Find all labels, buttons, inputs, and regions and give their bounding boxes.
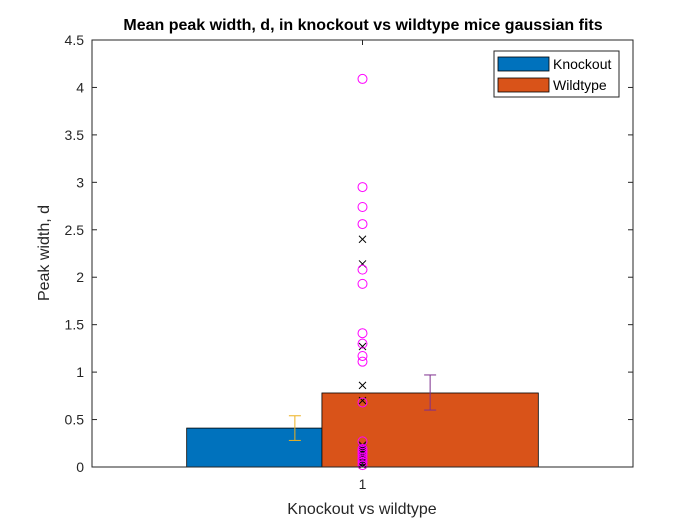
data-point-wildtype bbox=[357, 264, 368, 275]
y-tick-label: 3.5 bbox=[65, 127, 85, 143]
data-point-knockout bbox=[358, 260, 367, 268]
y-tick-label: 4.5 bbox=[65, 32, 85, 48]
legend-swatch-knockout bbox=[497, 56, 550, 72]
data-point-wildtype bbox=[357, 460, 368, 471]
data-point-knockout bbox=[358, 342, 367, 351]
data-point-wildtype bbox=[357, 219, 368, 230]
data-point-wildtype bbox=[357, 328, 368, 339]
data-point-wildtype bbox=[357, 338, 368, 349]
x-axis-label: Knockout vs wildtype bbox=[287, 501, 437, 518]
chart-title: Mean peak width, d, in knockout vs wildt… bbox=[123, 17, 602, 34]
data-point-knockout bbox=[358, 235, 367, 244]
y-tick-label: 2.5 bbox=[65, 222, 85, 238]
plot-area: 0 0.5 1 1.5 2 2.5 3 3.5 4 4.5 1 bbox=[65, 32, 634, 492]
error-bars-group bbox=[288, 374, 437, 441]
data-point-wildtype bbox=[357, 356, 368, 367]
x-axis-ticks: 1 bbox=[359, 40, 367, 492]
data-point-knockout bbox=[358, 381, 367, 390]
y-tick-label: 1 bbox=[76, 364, 84, 380]
data-point-wildtype bbox=[357, 278, 368, 289]
data-point-wildtype bbox=[357, 182, 368, 193]
y-tick-label: 0 bbox=[76, 459, 84, 475]
y-tick-label: 1.5 bbox=[65, 317, 85, 333]
data-point-wildtype bbox=[357, 449, 368, 460]
x-tick-label: 1 bbox=[359, 476, 367, 492]
y-tick-label: 2 bbox=[76, 269, 84, 285]
y-tick-label: 4 bbox=[76, 79, 84, 95]
legend-label-wildtype: Wildtype bbox=[553, 77, 607, 93]
legend: Knockout Wildtype bbox=[493, 50, 620, 98]
y-tick-label: 3 bbox=[76, 174, 84, 190]
y-tick-label: 0.5 bbox=[65, 412, 85, 428]
data-point-wildtype bbox=[357, 73, 368, 84]
data-point-knockout bbox=[358, 441, 367, 450]
data-point-wildtype bbox=[357, 350, 368, 361]
data-point-wildtype bbox=[357, 202, 368, 213]
data-point-wildtype bbox=[357, 397, 368, 408]
legend-label-knockout: Knockout bbox=[553, 56, 611, 72]
y-axis-label: Peak width, d bbox=[36, 205, 53, 301]
y-axis-ticks: 0 0.5 1 1.5 2 2.5 3 3.5 4 4.5 bbox=[65, 32, 633, 475]
legend-swatch-wildtype bbox=[497, 77, 550, 93]
